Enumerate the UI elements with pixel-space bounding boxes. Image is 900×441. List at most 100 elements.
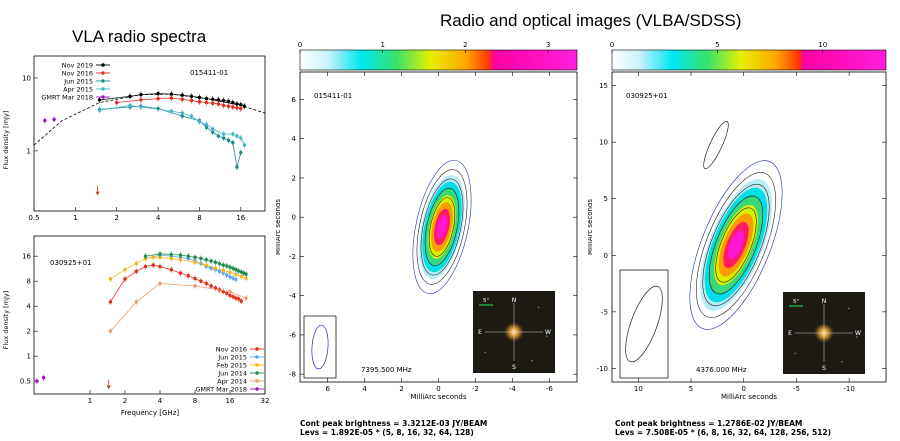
x-tick-label: 1 [73,214,77,222]
data-point [158,281,162,286]
caption-left: Cont peak brightness = 3.3212E-03 JY/BEA… [300,419,487,437]
data-point [189,98,194,103]
data-point [128,103,132,108]
y-tick-label: 1 [27,147,31,155]
data-point [226,99,231,103]
data-point [197,100,202,104]
radio-map-030925: 0 5 10 10 5 0 -5 -10 15 10 5 0 -5 -10 MilliArc seconds… [588,41,887,401]
x-tick-label: 2 [114,214,118,222]
data-point [151,255,155,260]
data-point [231,132,235,136]
data-point [213,266,218,270]
x-tick-label: -2 [472,385,479,393]
plot-frame [33,55,266,212]
x-axis-label: Frequency [GHz] [121,409,179,417]
compass-north: N [512,297,517,304]
data-point [52,117,56,122]
data-point [197,95,202,100]
y-tick-label: -8 [289,371,296,379]
data-point [204,122,209,127]
y-tick-label: 1 [27,353,31,361]
y-axis-label: Flux density [mJy] [2,111,10,170]
contour [428,197,456,257]
data-point [204,258,208,262]
data-point [209,284,213,288]
legend-marker [255,371,259,375]
data-point [236,269,241,273]
x-tick-label: 0.5 [28,214,39,222]
legend-label: Apr 2015 [63,86,93,94]
x-tick-label: 0 [741,385,745,393]
legend-label: Nov 2016 [216,346,247,354]
data-point [231,140,235,145]
data-point [143,254,148,258]
legend-marker [101,87,105,91]
contour [424,187,460,267]
data-point [178,258,183,262]
legend-marker [255,379,259,383]
data-point [211,130,215,134]
caption-right-peak: Cont peak brightness = 1.2786E-02 JY/BEA… [615,419,803,428]
data-point [143,264,148,269]
legend-label: GMRT Mar 2018 [41,94,93,102]
map-frequency-label: 7395.500 MHz [361,366,412,374]
data-point [178,253,183,257]
y-tick-label: 5 [604,195,608,203]
y-tick-label: 16 [22,253,31,261]
data-point [221,263,225,267]
background-star [856,336,858,338]
x-tick-label: 0 [436,385,440,393]
data-point [123,277,127,281]
model-curve [110,283,247,332]
x-tick-label: 5 [689,385,693,393]
data-point [193,260,197,265]
y-tick-label: 10 [22,74,31,82]
y-tick-label: -4 [289,292,297,300]
contour [708,195,764,295]
data-point [199,256,203,261]
data-point [180,97,184,101]
x-tick-label: 10 [634,385,643,393]
data-point [156,91,160,96]
x-tick-label: 6 [325,385,330,393]
data-point [228,275,232,279]
data-point [169,256,173,261]
beam-box [303,315,337,379]
data-point [226,138,231,142]
contour-secondary [703,120,729,170]
y-tick-label: 2 [292,174,296,182]
x-tick-label: -5 [793,385,800,393]
data-point [204,263,208,267]
colorbar-tick-label: 10 [818,41,827,49]
x-tick-label: 4 [362,385,367,393]
legend-marker [255,355,259,359]
y-tick-label: -5 [601,308,608,316]
y-axis-label: MilliArc seconds [588,199,594,255]
contour [689,160,783,330]
data-point [228,289,232,294]
data-point [139,105,143,109]
data-point [235,106,239,110]
background-star [531,359,533,362]
data-point [221,103,226,108]
map-source-label: 015411-01 [314,92,352,100]
x-tick-label: 2 [123,397,127,405]
legend-label: Nov 2016 [62,70,93,78]
data-point [228,270,232,275]
model-curve-dashed [34,93,265,146]
contour [715,207,757,283]
x-axis-label: MilliArc seconds [721,393,777,401]
data-point [108,300,113,304]
caption-right-levs: Levs = 7.508E-05 * (6, 8, 16, 32, 64, 12… [615,428,832,437]
data-point [239,136,243,140]
data-point [244,276,248,281]
y-tick-label: 8 [27,278,31,286]
emission-level [728,230,744,260]
upper-limit-arrowhead [106,385,111,390]
data-point [35,379,39,383]
data-point [186,254,190,258]
data-point [239,106,243,111]
x-axis-label: MilliArc seconds [410,393,466,401]
legend-marker [101,79,105,83]
